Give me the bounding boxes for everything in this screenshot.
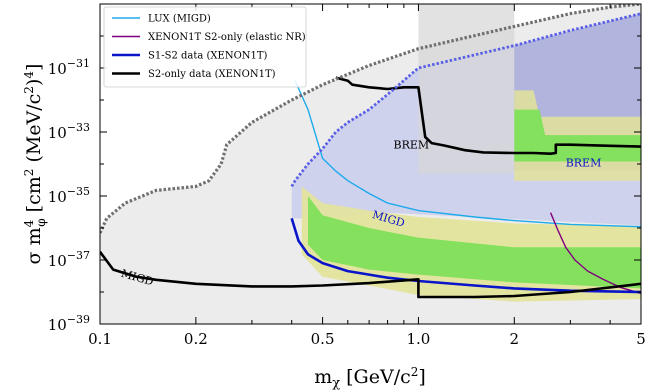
axis-tick-labels: 0.1 0.2 0.5 1.0 2 5 10−39 10−37 10−35 10−33 10−31: [48, 57, 646, 348]
y-axis-label: σ m4φ [cm2 (MeV/c2)4]: [22, 64, 48, 265]
series-line-6: [290, 12, 641, 188]
legend-label: S2-only data (XENON1T): [148, 69, 276, 80]
y-tick-label: 10−35: [48, 185, 90, 206]
y-tick-label: 10−33: [48, 121, 90, 142]
x-tick-label: 5: [636, 330, 646, 348]
y-tick-label: 10−37: [48, 249, 90, 270]
legend: LUX (MIGD) XENON1T S2-only (elastic NR) S1…: [103, 6, 307, 88]
series-line-3: [100, 251, 641, 299]
legend-label: S1-S2 data (XENON1T): [148, 51, 268, 62]
x-axis-label: mχ [GeV/c2]: [314, 365, 426, 391]
legend-label: LUX (MIGD): [148, 14, 211, 25]
y-tick-label: 10−31: [48, 57, 90, 78]
x-tick-label: 0.2: [184, 330, 208, 348]
axis-ticks: [99, 3, 642, 325]
y-tick-label: 10−39: [48, 313, 90, 334]
series-line-2: [290, 218, 641, 294]
migd-band-green: [308, 196, 641, 289]
series-lines: [100, 4, 641, 299]
brem-band-green: [514, 109, 641, 162]
legend-box: [103, 6, 307, 88]
x-tick-label: 1.0: [406, 330, 430, 348]
series-line-4: [335, 76, 641, 155]
x-tick-label: 0.5: [311, 330, 335, 348]
annotation-label: BREM: [393, 139, 429, 152]
annotation-label: BREM: [566, 156, 602, 169]
shaded-regions: [100, 4, 641, 324]
brem-region-gray: [418, 4, 515, 174]
legend-label: XENON1T S2-only (elastic NR): [148, 32, 306, 43]
x-tick-label: 0.1: [88, 330, 112, 348]
x-tick-label: 2: [510, 330, 520, 348]
